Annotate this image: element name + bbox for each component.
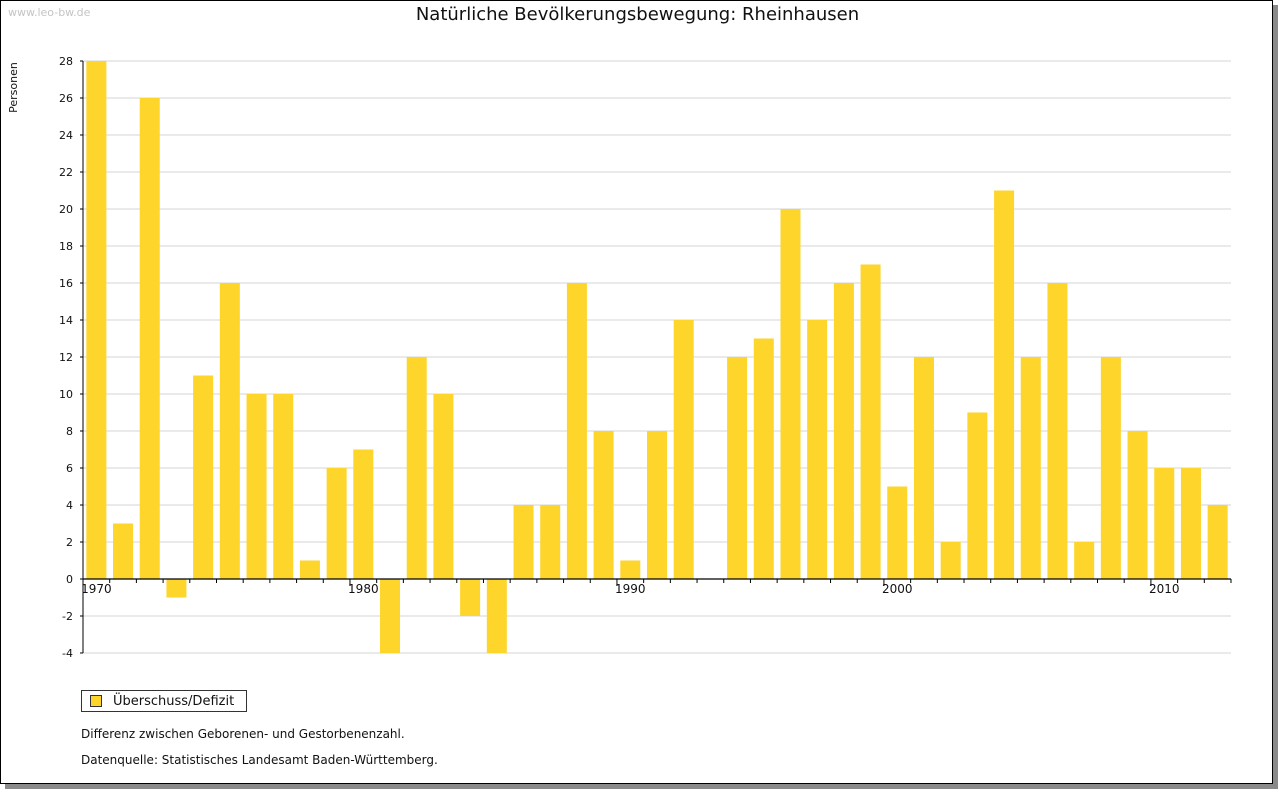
bar-1971	[113, 523, 134, 579]
y-tick-label: 2	[66, 536, 73, 549]
x-tick-label-1980: 1980	[348, 582, 379, 596]
bar-1983	[433, 394, 454, 579]
bar-1979	[326, 468, 347, 579]
bar-2011	[1180, 468, 1201, 579]
chart-title: Natürliche Bevölkerungsbewegung: Rheinha…	[415, 4, 860, 25]
legend[interactable]: Überschuss/Defizit	[81, 690, 248, 712]
bar-1974	[193, 375, 214, 579]
y-tick-label: 4	[66, 499, 73, 512]
y-tick-label: 22	[59, 166, 73, 179]
legend-swatch	[90, 695, 102, 707]
x-tick-label-2000: 2000	[882, 582, 913, 596]
y-tick-label: 26	[59, 92, 73, 105]
x-tick-label-1970: 1970	[81, 582, 112, 596]
bar-1981	[380, 579, 401, 653]
bar-1992	[673, 320, 694, 579]
bar-1999	[860, 264, 881, 579]
y-tick-label: 10	[59, 388, 73, 401]
bar-1989	[593, 431, 614, 579]
bar-1987	[540, 505, 561, 579]
x-tick-label-2010: 2010	[1149, 582, 1180, 596]
y-tick-label: 28	[59, 55, 73, 68]
bar-1982	[406, 357, 427, 579]
y-tick-label: 6	[66, 462, 73, 475]
bar-1972	[139, 98, 160, 579]
y-tick-label: 14	[59, 314, 73, 327]
bar-1977	[273, 394, 294, 579]
bar-1997	[807, 320, 828, 579]
bar-1975	[219, 283, 240, 579]
bar-1984	[460, 579, 481, 616]
y-tick-label: -2	[62, 610, 73, 623]
bar-2000	[887, 486, 908, 579]
x-tick-label-1990: 1990	[615, 582, 646, 596]
y-tick-label: 18	[59, 240, 73, 253]
bar-2012	[1207, 505, 1228, 579]
y-tick-label: 20	[59, 203, 73, 216]
bar-1990	[620, 560, 641, 579]
note-difference: Differenz zwischen Geborenen- und Gestor…	[81, 727, 405, 741]
bar-1978	[299, 560, 320, 579]
legend-label: Überschuss/Defizit	[113, 693, 235, 709]
bar-2005	[1020, 357, 1041, 579]
bar-1998	[833, 283, 854, 579]
bar-1988	[566, 283, 587, 579]
bar-1994	[727, 357, 748, 579]
bar-2010	[1154, 468, 1175, 579]
bar-2008	[1100, 357, 1121, 579]
bar-2002	[940, 542, 961, 579]
y-tick-label: 8	[66, 425, 73, 438]
bar-2009	[1127, 431, 1148, 579]
bar-1996	[780, 209, 801, 579]
note-source: Datenquelle: Statistisches Landesamt Bad…	[81, 753, 438, 767]
bar-2001	[913, 357, 934, 579]
y-tick-label: 12	[59, 351, 73, 364]
bar-1973	[166, 579, 187, 598]
bar-1970	[86, 61, 107, 579]
bar-2004	[994, 190, 1015, 579]
y-tick-label: 0	[66, 573, 73, 586]
bar-2003	[967, 412, 988, 579]
watermark: www.leo-bw.de	[8, 6, 91, 19]
bar-1986	[513, 505, 534, 579]
y-tick-label: 24	[59, 129, 73, 142]
bar-1976	[246, 394, 267, 579]
bar-1985	[486, 579, 507, 653]
bar-1991	[647, 431, 667, 579]
bar-1995	[753, 338, 774, 579]
bar-2007	[1074, 542, 1095, 579]
y-tick-label: -4	[62, 647, 73, 660]
bar-1980	[353, 449, 374, 579]
y-tick-label: 16	[59, 277, 73, 290]
bar-2006	[1047, 283, 1068, 579]
